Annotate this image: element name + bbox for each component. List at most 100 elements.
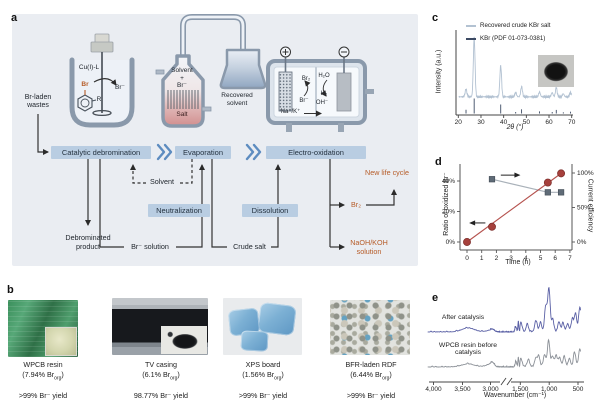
axis-tick-label: 3,000 — [482, 386, 499, 393]
axis-tick-label: 100% — [577, 170, 594, 177]
br2-output-label: Br₂ — [351, 200, 361, 209]
sample-br-content: (6.44% Brorg) — [350, 370, 392, 382]
axis-tick-label: 4,000 — [425, 386, 442, 393]
cathode-electrode — [336, 72, 352, 112]
axis-tick-label: 5 — [539, 255, 543, 262]
sample-name: BFR-laden RDF — [345, 360, 397, 369]
axis-tick-label: 3 — [509, 255, 513, 262]
axis-tick-label: 3,500 — [454, 386, 471, 393]
aryl-substituent-label: R — [96, 96, 102, 103]
arrowhead-icon — [514, 172, 521, 178]
panel-label-b: b — [7, 284, 14, 296]
x-axis-label: 2θ (°) — [506, 124, 524, 131]
ratio-point — [488, 222, 496, 231]
panel-label-d: d — [435, 156, 442, 168]
right-y-axis-label: Current efficiency — [586, 178, 594, 233]
panel-c-xrd-chart: c 20 30 40 50 60 70 Recovered crude KBr salt … — [420, 0, 600, 140]
panel-label-a: a — [11, 12, 18, 24]
axis-break-mask — [500, 378, 511, 386]
axis-break-icon — [506, 377, 513, 386]
recovered-solvent-label-1: Recovered — [221, 92, 253, 99]
recovered-solvent-label-2: solvent — [226, 99, 248, 107]
arrowhead-icon — [469, 220, 476, 226]
evaporation-flask — [155, 14, 267, 128]
aryl-bromine-label: Br — [81, 81, 89, 88]
debrominated-product-label-1: Debrominated — [65, 233, 111, 242]
solvent-recycle-label: Solvent — [146, 178, 178, 186]
cell-h2-label: H₂ — [320, 91, 328, 97]
left-y-axis-label: Ratio of oxidized Br⁻ — [443, 172, 450, 236]
waste-source-label: Br-laden wastes — [24, 94, 52, 109]
legend-label: Recovered crude KBr salt — [480, 22, 551, 29]
flask-plus-label: + — [180, 74, 184, 82]
legend-swatch — [466, 37, 476, 40]
reactor-vessel — [69, 33, 135, 128]
step-neutralization: Neutralization — [148, 204, 210, 217]
cell-hydroxide-label: OH⁻ — [315, 100, 329, 106]
series-label-before: WPCB resin before catalysis — [438, 342, 498, 356]
crude-salt-label: Crude salt — [228, 243, 271, 251]
legend-item: KBr (PDF 01-073-0381) — [466, 35, 545, 42]
axis-tick-label: 50 — [523, 119, 531, 126]
efficiency-point — [544, 189, 551, 196]
sample-br-content: (1.56% Brorg) — [242, 370, 284, 382]
axis-tick-label: 6 — [553, 255, 557, 262]
panel-label-c: c — [432, 12, 439, 24]
flask-bromide-label: Br⁻ — [177, 82, 187, 89]
axis-tick-label: 1,500 — [512, 386, 529, 393]
sample-yield: >99% Br⁻ yield — [238, 391, 288, 400]
axis-tick-label: 70 — [568, 119, 576, 126]
legend-swatch — [466, 24, 476, 27]
panel-label-e: e — [432, 292, 439, 304]
photo-wpcb-resin — [8, 300, 78, 357]
axis-tick-label: 20% — [442, 209, 455, 216]
legend-label: KBr (PDF 01-073-0381) — [480, 35, 546, 42]
ratio-point — [543, 178, 552, 187]
efficiency-point — [557, 189, 565, 196]
step-catalytic-debromination: Catalytic debromination — [51, 146, 151, 159]
axis-tick-label: 1,000 — [541, 386, 558, 393]
panel-a-background — [12, 14, 418, 266]
process-diagram-canvas — [37, 14, 397, 250]
ftir-trace-1 — [427, 338, 581, 368]
axis-break-icon — [500, 377, 507, 386]
br-solution-label: Br⁻ solution — [125, 243, 175, 251]
sample-name: WPCB resin — [23, 360, 63, 369]
ftir-plot: 4,000 3,500 3,000 1,500 1,000 500 — [425, 287, 584, 393]
sample-yield: >99% Br⁻ yield — [346, 391, 396, 400]
cell-bromide-label: Br⁻ — [299, 98, 309, 104]
ratio-point — [557, 169, 566, 178]
naoh-koh-label-2: solution — [356, 247, 382, 256]
axis-tick-label: 2 — [495, 255, 499, 262]
xps-foam-piece — [240, 330, 269, 352]
sample-br-content: (7.94% Brorg) — [22, 370, 64, 382]
photo-bfr-rdf — [330, 300, 410, 355]
axis-tick-label: 60 — [545, 119, 553, 126]
chevron-separator-icons — [156, 143, 262, 161]
cell-cations-label: Na⁺/K⁺ — [280, 108, 301, 115]
cathode-minus-icon — [338, 46, 350, 58]
axis-tick-label: 1 — [480, 255, 484, 262]
xrd-plot: 20 30 40 50 60 70 — [455, 30, 576, 126]
kinetics-plot: 0 1 2 3 4 5 6 7 0% 20% 40% 0% 50% 100% — [442, 164, 594, 262]
legend-item: Recovered crude KBr salt — [466, 22, 551, 29]
salt-label: Salt — [176, 111, 188, 118]
xrd-trace — [458, 36, 573, 100]
axis-tick-label: 40% — [442, 178, 455, 185]
sample-br-content: (6.1% Brorg) — [142, 370, 180, 382]
debromination-arrow — [93, 78, 117, 86]
cell-br2-label: Br₂ — [301, 76, 311, 82]
photo-wpcb-resin-inset — [45, 327, 77, 356]
sample-name: XPS board — [245, 360, 281, 369]
panel-a-process-diagram: a Catalytic debromination Evaporation El… — [10, 6, 420, 268]
photo-xps-board — [223, 298, 302, 355]
sample-name: TV casing — [145, 360, 177, 369]
naoh-koh-label-1: NaOH/KOH — [350, 238, 388, 247]
photo-tv-casing — [112, 298, 208, 355]
efficiency-point — [488, 176, 496, 183]
step-electro-oxidation: Electro-oxidation — [266, 146, 366, 159]
recovered-solvent-flask — [219, 48, 267, 90]
x-axis-label: Wavenumber (cm⁻¹) — [483, 392, 547, 399]
panel-b-feedstocks: b WPCB resin TV casing XPS board BFR-lad… — [0, 278, 422, 404]
